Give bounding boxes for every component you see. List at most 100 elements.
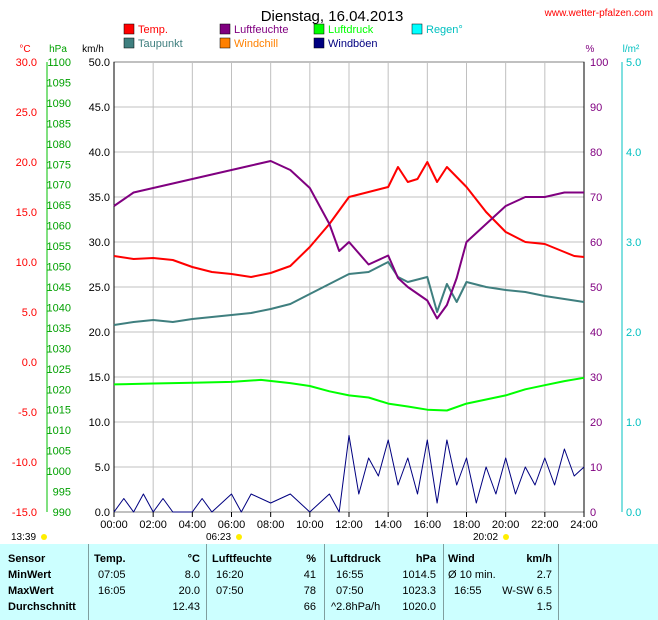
tick-label-pressure: 1020	[47, 384, 71, 396]
tick-label-pressure: 1045	[47, 282, 71, 294]
x-tick-label: 20:00	[492, 519, 520, 531]
press-value: 1014.5	[402, 569, 436, 581]
tick-label-pressure: 1010	[47, 425, 71, 437]
wind-value: W-SW 6.5	[502, 585, 552, 597]
x-tick-label: 00:00	[100, 519, 128, 531]
wind-value: 1.5	[536, 601, 552, 613]
tick-label-pressure: 1000	[47, 466, 71, 478]
legend-swatch	[123, 37, 135, 49]
tick-label-pressure: 990	[53, 507, 71, 519]
temp-time: 16:05	[98, 585, 126, 597]
legend-label: Luftdruck	[328, 24, 374, 36]
header-pressure: Luftdruck	[330, 553, 381, 565]
header-sensor: Sensor	[8, 553, 46, 565]
tick-label-temp: 5.0	[22, 307, 37, 319]
tick-label-humidity: 0	[590, 507, 596, 519]
series-line-temp-	[113, 161, 585, 278]
press-time: 16:55	[336, 569, 364, 581]
tick-label-pressure: 1065	[47, 200, 71, 212]
tick-label-humidity: 50	[590, 282, 602, 294]
tick-label-temp: 20.0	[16, 157, 37, 169]
tick-label-humidity: 80	[590, 147, 602, 159]
unit-humidity: %	[586, 44, 595, 55]
tick-label-humidity: 10	[590, 462, 602, 474]
tick-label-wind: 5.0	[95, 462, 110, 474]
tick-label-wind: 15.0	[89, 372, 110, 384]
tick-label-wind: 40.0	[89, 147, 110, 159]
header-temp-unit: °C	[187, 553, 200, 565]
tick-label-wind: 45.0	[89, 102, 110, 114]
legend-label: Taupunkt	[138, 38, 183, 50]
tick-label-pressure: 1060	[47, 221, 71, 233]
series-line-taupunkt	[113, 261, 585, 326]
tick-label-temp: 0.0	[22, 357, 37, 369]
tick-label-rain: 0.0	[626, 507, 641, 519]
tick-label-rain: 1.0	[626, 417, 641, 429]
tick-label-humidity: 40	[590, 327, 602, 339]
x-tick-label: 10:00	[296, 519, 324, 531]
header-humidity: Luftfeuchte	[212, 553, 272, 565]
tick-label-pressure: 1085	[47, 118, 71, 130]
legend-label: Regen°	[426, 24, 463, 36]
tick-label-pressure: 1015	[47, 405, 71, 417]
tick-label-rain: 4.0	[626, 147, 641, 159]
tick-label-wind: 50.0	[89, 57, 110, 69]
tick-label-rain: 3.0	[626, 237, 641, 249]
tick-label-humidity: 70	[590, 192, 602, 204]
site-link[interactable]: www.wetter-pfalzen.com	[544, 8, 653, 19]
press-value: 1023.3	[402, 585, 436, 597]
tick-label-humidity: 100	[590, 57, 608, 69]
tick-label-pressure: 1025	[47, 364, 71, 376]
unit-rain: l/m²	[623, 44, 640, 55]
press-time: 07:50	[336, 585, 364, 597]
header-temp: Temp.	[94, 553, 126, 565]
header-wind: Wind	[448, 553, 475, 565]
sun-marker-sunset	[503, 534, 509, 540]
press-value: 1020.0	[402, 601, 436, 613]
hum-value: 66	[303, 601, 316, 613]
tick-label-temp: 15.0	[16, 207, 37, 219]
unit-temp: °C	[19, 44, 30, 55]
col-divider	[88, 544, 89, 620]
legend-swatch	[219, 23, 231, 35]
row-label: Durchschnitt	[8, 601, 76, 613]
time-marker-sunset: 20:02	[473, 532, 498, 543]
x-tick-label: 16:00	[414, 519, 442, 531]
hum-time: 07:50	[216, 585, 244, 597]
tick-label-temp: 30.0	[16, 57, 37, 69]
tick-label-pressure: 1080	[47, 139, 71, 151]
tick-label-humidity: 20	[590, 417, 602, 429]
tick-label-humidity: 30	[590, 372, 602, 384]
legend-swatch	[313, 37, 325, 49]
tick-label-wind: 35.0	[89, 192, 110, 204]
x-tick-label: 22:00	[531, 519, 559, 531]
col-divider	[206, 544, 207, 620]
tick-label-pressure: 1040	[47, 302, 71, 314]
legend-label: Luftfeuchte	[234, 24, 288, 36]
tick-label-rain: 2.0	[626, 327, 641, 339]
hum-time: 16:20	[216, 569, 244, 581]
press-trend: ^2.8hPa/h	[331, 601, 381, 613]
legend-swatch	[313, 23, 325, 35]
series-line-luftfeuchte	[113, 160, 584, 320]
temp-value: 20.0	[178, 585, 200, 597]
x-tick-label: 12:00	[335, 519, 363, 531]
tick-label-pressure: 1095	[47, 77, 71, 89]
temp-value: 8.0	[184, 569, 200, 581]
time-marker-left: 13:39	[11, 532, 36, 543]
header-humidity-unit: %	[306, 553, 316, 565]
row-label: MinWert	[8, 569, 52, 581]
x-tick-label: 14:00	[374, 519, 402, 531]
x-tick-label: 06:00	[218, 519, 246, 531]
wind-time: 16:55	[454, 585, 482, 597]
tick-label-pressure: 1030	[47, 343, 71, 355]
tick-label-pressure: 1035	[47, 323, 71, 335]
tick-label-wind: 10.0	[89, 417, 110, 429]
sun-marker-sunrise	[236, 534, 242, 540]
legend-swatch	[123, 23, 135, 35]
tick-label-temp: -15.0	[12, 507, 37, 519]
tick-label-pressure: 1005	[47, 446, 71, 458]
wind-time: Ø 10 min.	[448, 569, 496, 581]
hum-value: 41	[303, 569, 316, 581]
header-pressure-unit: hPa	[415, 553, 436, 565]
